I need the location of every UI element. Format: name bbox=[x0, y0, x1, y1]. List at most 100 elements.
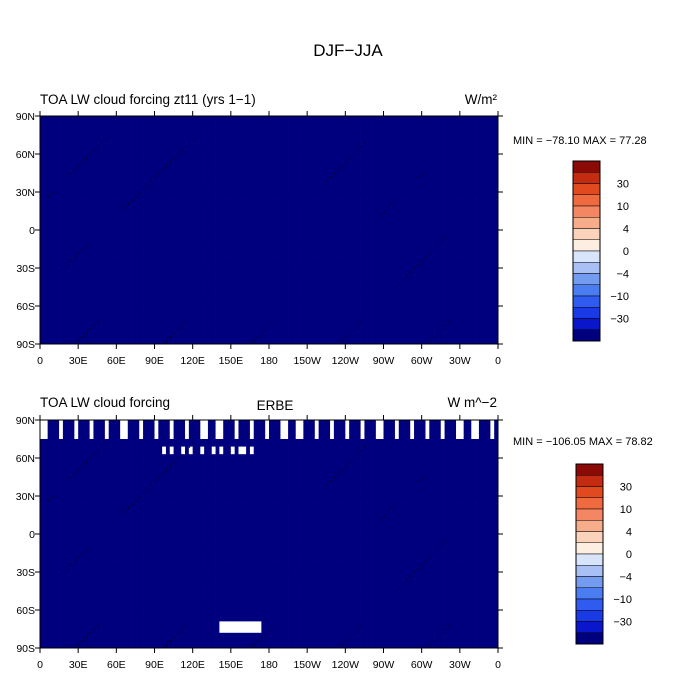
heatmap-cell bbox=[93, 173, 98, 178]
heatmap-cell bbox=[375, 116, 381, 121]
heatmap-cell bbox=[494, 131, 499, 136]
heatmap-cell bbox=[372, 192, 377, 197]
heatmap-cell bbox=[135, 184, 140, 189]
heatmap-cell bbox=[356, 230, 361, 235]
heatmap-cell bbox=[280, 135, 285, 140]
heatmap-cell bbox=[238, 180, 243, 185]
heatmap-cell bbox=[81, 188, 87, 193]
heatmap-cell bbox=[402, 245, 407, 250]
heatmap-cell bbox=[387, 135, 392, 140]
heatmap-cell bbox=[97, 214, 102, 219]
heatmap-cell bbox=[219, 119, 224, 124]
heatmap-cell bbox=[188, 165, 194, 170]
heatmap-cell bbox=[421, 233, 426, 238]
heatmap-cell bbox=[463, 142, 468, 147]
heatmap-cell bbox=[471, 161, 476, 166]
heatmap-cell bbox=[330, 165, 335, 170]
heatmap-cell bbox=[276, 146, 281, 151]
heatmap-cell bbox=[383, 241, 388, 246]
heatmap-cell bbox=[120, 245, 125, 250]
heatmap-cell bbox=[139, 214, 144, 219]
heatmap-cell bbox=[238, 161, 243, 166]
heatmap-cell bbox=[356, 237, 361, 242]
heatmap-cell bbox=[169, 192, 174, 197]
heatmap-cell bbox=[326, 241, 331, 246]
heatmap-cell bbox=[165, 123, 171, 128]
heatmap-cell bbox=[330, 119, 335, 124]
heatmap-cell bbox=[93, 150, 98, 155]
heatmap-cell bbox=[85, 249, 90, 254]
heatmap-cell bbox=[448, 116, 453, 121]
heatmap-cell bbox=[383, 203, 388, 208]
heatmap-cell bbox=[181, 256, 186, 261]
heatmap-cell bbox=[379, 260, 384, 265]
heatmap-cell bbox=[135, 237, 140, 242]
heatmap-cell bbox=[394, 173, 400, 178]
heatmap-cell bbox=[70, 154, 75, 159]
heatmap-cell bbox=[291, 157, 297, 162]
heatmap-cell bbox=[242, 157, 247, 162]
heatmap-cell bbox=[494, 249, 499, 254]
heatmap-cell bbox=[192, 157, 197, 162]
heatmap-cell bbox=[394, 188, 400, 193]
heatmap-cell bbox=[440, 268, 445, 273]
heatmap-cell bbox=[417, 233, 423, 238]
heatmap-cell bbox=[448, 173, 453, 178]
heatmap-cell bbox=[326, 131, 331, 136]
heatmap-cell bbox=[177, 142, 182, 147]
heatmap-cell bbox=[307, 241, 312, 246]
heatmap-cell bbox=[349, 241, 354, 246]
heatmap-cell bbox=[387, 173, 392, 178]
heatmap-cell bbox=[272, 211, 277, 216]
heatmap-cell bbox=[116, 138, 121, 143]
heatmap-cell bbox=[444, 123, 449, 128]
heatmap-cell bbox=[55, 146, 60, 151]
heatmap-cell bbox=[337, 176, 342, 181]
heatmap-cell bbox=[475, 116, 480, 121]
heatmap-cell bbox=[169, 214, 174, 219]
heatmap-cell bbox=[261, 188, 266, 193]
heatmap-cell bbox=[429, 192, 434, 197]
heatmap-cell bbox=[326, 199, 331, 204]
heatmap-cell bbox=[116, 127, 121, 132]
heatmap-cell bbox=[478, 131, 484, 136]
heatmap-cell bbox=[238, 146, 243, 151]
heatmap-cell bbox=[120, 211, 125, 216]
coastline-mark bbox=[185, 146, 187, 148]
heatmap-cell bbox=[330, 252, 335, 257]
heatmap-cell bbox=[55, 271, 60, 276]
heatmap-cell bbox=[104, 161, 110, 166]
heatmap-cell bbox=[272, 180, 277, 185]
heatmap-cell bbox=[269, 146, 274, 151]
heatmap-cell bbox=[150, 146, 155, 151]
heatmap-cell bbox=[333, 195, 339, 200]
heatmap-cell bbox=[475, 180, 480, 185]
heatmap-cell bbox=[169, 127, 174, 132]
heatmap-cell bbox=[456, 173, 461, 178]
heatmap-cell bbox=[59, 146, 64, 151]
heatmap-cell bbox=[421, 165, 426, 170]
heatmap-cell bbox=[55, 214, 60, 219]
heatmap-cell bbox=[242, 154, 247, 159]
heatmap-cell bbox=[112, 260, 117, 265]
heatmap-cell bbox=[444, 154, 449, 159]
heatmap-cell bbox=[448, 230, 453, 235]
heatmap-cell bbox=[165, 138, 171, 143]
heatmap-cell bbox=[81, 180, 87, 185]
heatmap-cell bbox=[59, 116, 64, 121]
heatmap-cell bbox=[242, 173, 247, 178]
heatmap-cell bbox=[360, 218, 365, 223]
heatmap-cell bbox=[326, 176, 331, 181]
heatmap-cell bbox=[398, 157, 403, 162]
heatmap-cell bbox=[40, 173, 45, 178]
heatmap-cell bbox=[249, 226, 255, 231]
heatmap-cell bbox=[238, 154, 243, 159]
heatmap-cell bbox=[143, 176, 148, 181]
heatmap-cell bbox=[379, 237, 384, 242]
heatmap-cell bbox=[410, 245, 415, 250]
heatmap-cell bbox=[234, 135, 239, 140]
heatmap-cell bbox=[154, 119, 159, 124]
heatmap-cell bbox=[314, 211, 319, 216]
heatmap-cell bbox=[337, 245, 342, 250]
heatmap-cell bbox=[307, 222, 312, 227]
